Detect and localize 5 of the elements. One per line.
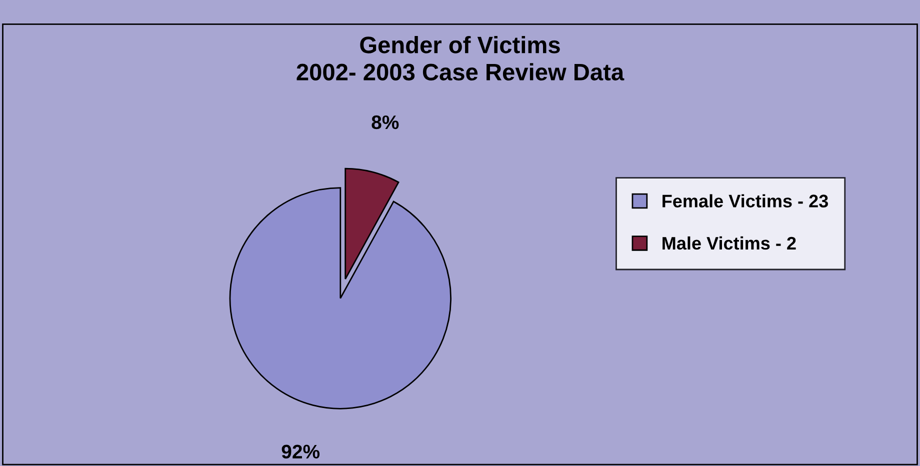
legend-label: Male Victims - 2	[662, 236, 796, 250]
data-label: 8%	[372, 115, 399, 130]
chart-title: Gender of Victims 2002- 2003 Case Review Data	[296, 36, 624, 81]
data-label: 92%	[282, 444, 320, 459]
legend-label: Female Victims - 23	[662, 194, 828, 208]
